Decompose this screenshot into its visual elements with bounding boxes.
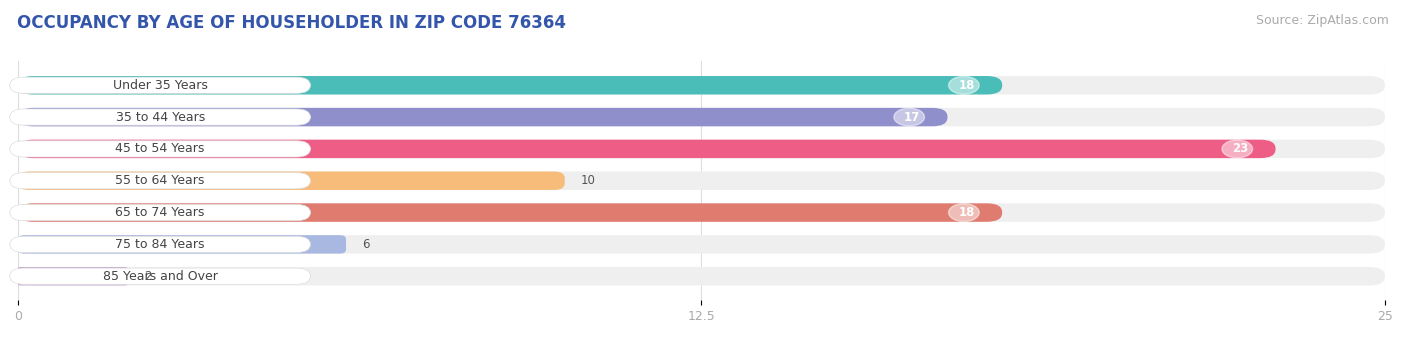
Text: Under 35 Years: Under 35 Years [112,79,208,92]
FancyBboxPatch shape [18,203,1385,222]
Text: 10: 10 [581,174,596,187]
Text: 65 to 74 Years: 65 to 74 Years [115,206,205,219]
Text: 23: 23 [1232,143,1249,155]
Circle shape [894,108,925,126]
FancyBboxPatch shape [18,172,1385,190]
Circle shape [949,76,979,94]
Circle shape [949,204,979,221]
FancyBboxPatch shape [18,140,1275,158]
FancyBboxPatch shape [18,76,1385,94]
FancyBboxPatch shape [10,109,311,125]
Text: 35 to 44 Years: 35 to 44 Years [115,110,205,123]
FancyBboxPatch shape [18,172,565,190]
Text: Source: ZipAtlas.com: Source: ZipAtlas.com [1256,14,1389,27]
Text: OCCUPANCY BY AGE OF HOUSEHOLDER IN ZIP CODE 76364: OCCUPANCY BY AGE OF HOUSEHOLDER IN ZIP C… [17,14,565,32]
FancyBboxPatch shape [10,268,311,284]
FancyBboxPatch shape [18,235,346,254]
FancyBboxPatch shape [18,267,1385,285]
Text: 55 to 64 Years: 55 to 64 Years [115,174,205,187]
Text: 2: 2 [143,270,152,283]
FancyBboxPatch shape [10,205,311,221]
Text: 17: 17 [904,110,920,123]
Text: 45 to 54 Years: 45 to 54 Years [115,143,205,155]
FancyBboxPatch shape [18,76,1002,94]
Text: 85 Years and Over: 85 Years and Over [103,270,218,283]
FancyBboxPatch shape [18,140,1385,158]
FancyBboxPatch shape [10,236,311,252]
Circle shape [1222,140,1253,158]
Text: 6: 6 [363,238,370,251]
FancyBboxPatch shape [18,235,1385,254]
Text: 75 to 84 Years: 75 to 84 Years [115,238,205,251]
FancyBboxPatch shape [18,267,128,285]
Text: 18: 18 [959,79,974,92]
FancyBboxPatch shape [18,108,948,126]
Text: 18: 18 [959,206,974,219]
FancyBboxPatch shape [18,203,1002,222]
FancyBboxPatch shape [10,77,311,93]
FancyBboxPatch shape [18,108,1385,126]
FancyBboxPatch shape [10,173,311,189]
FancyBboxPatch shape [10,141,311,157]
